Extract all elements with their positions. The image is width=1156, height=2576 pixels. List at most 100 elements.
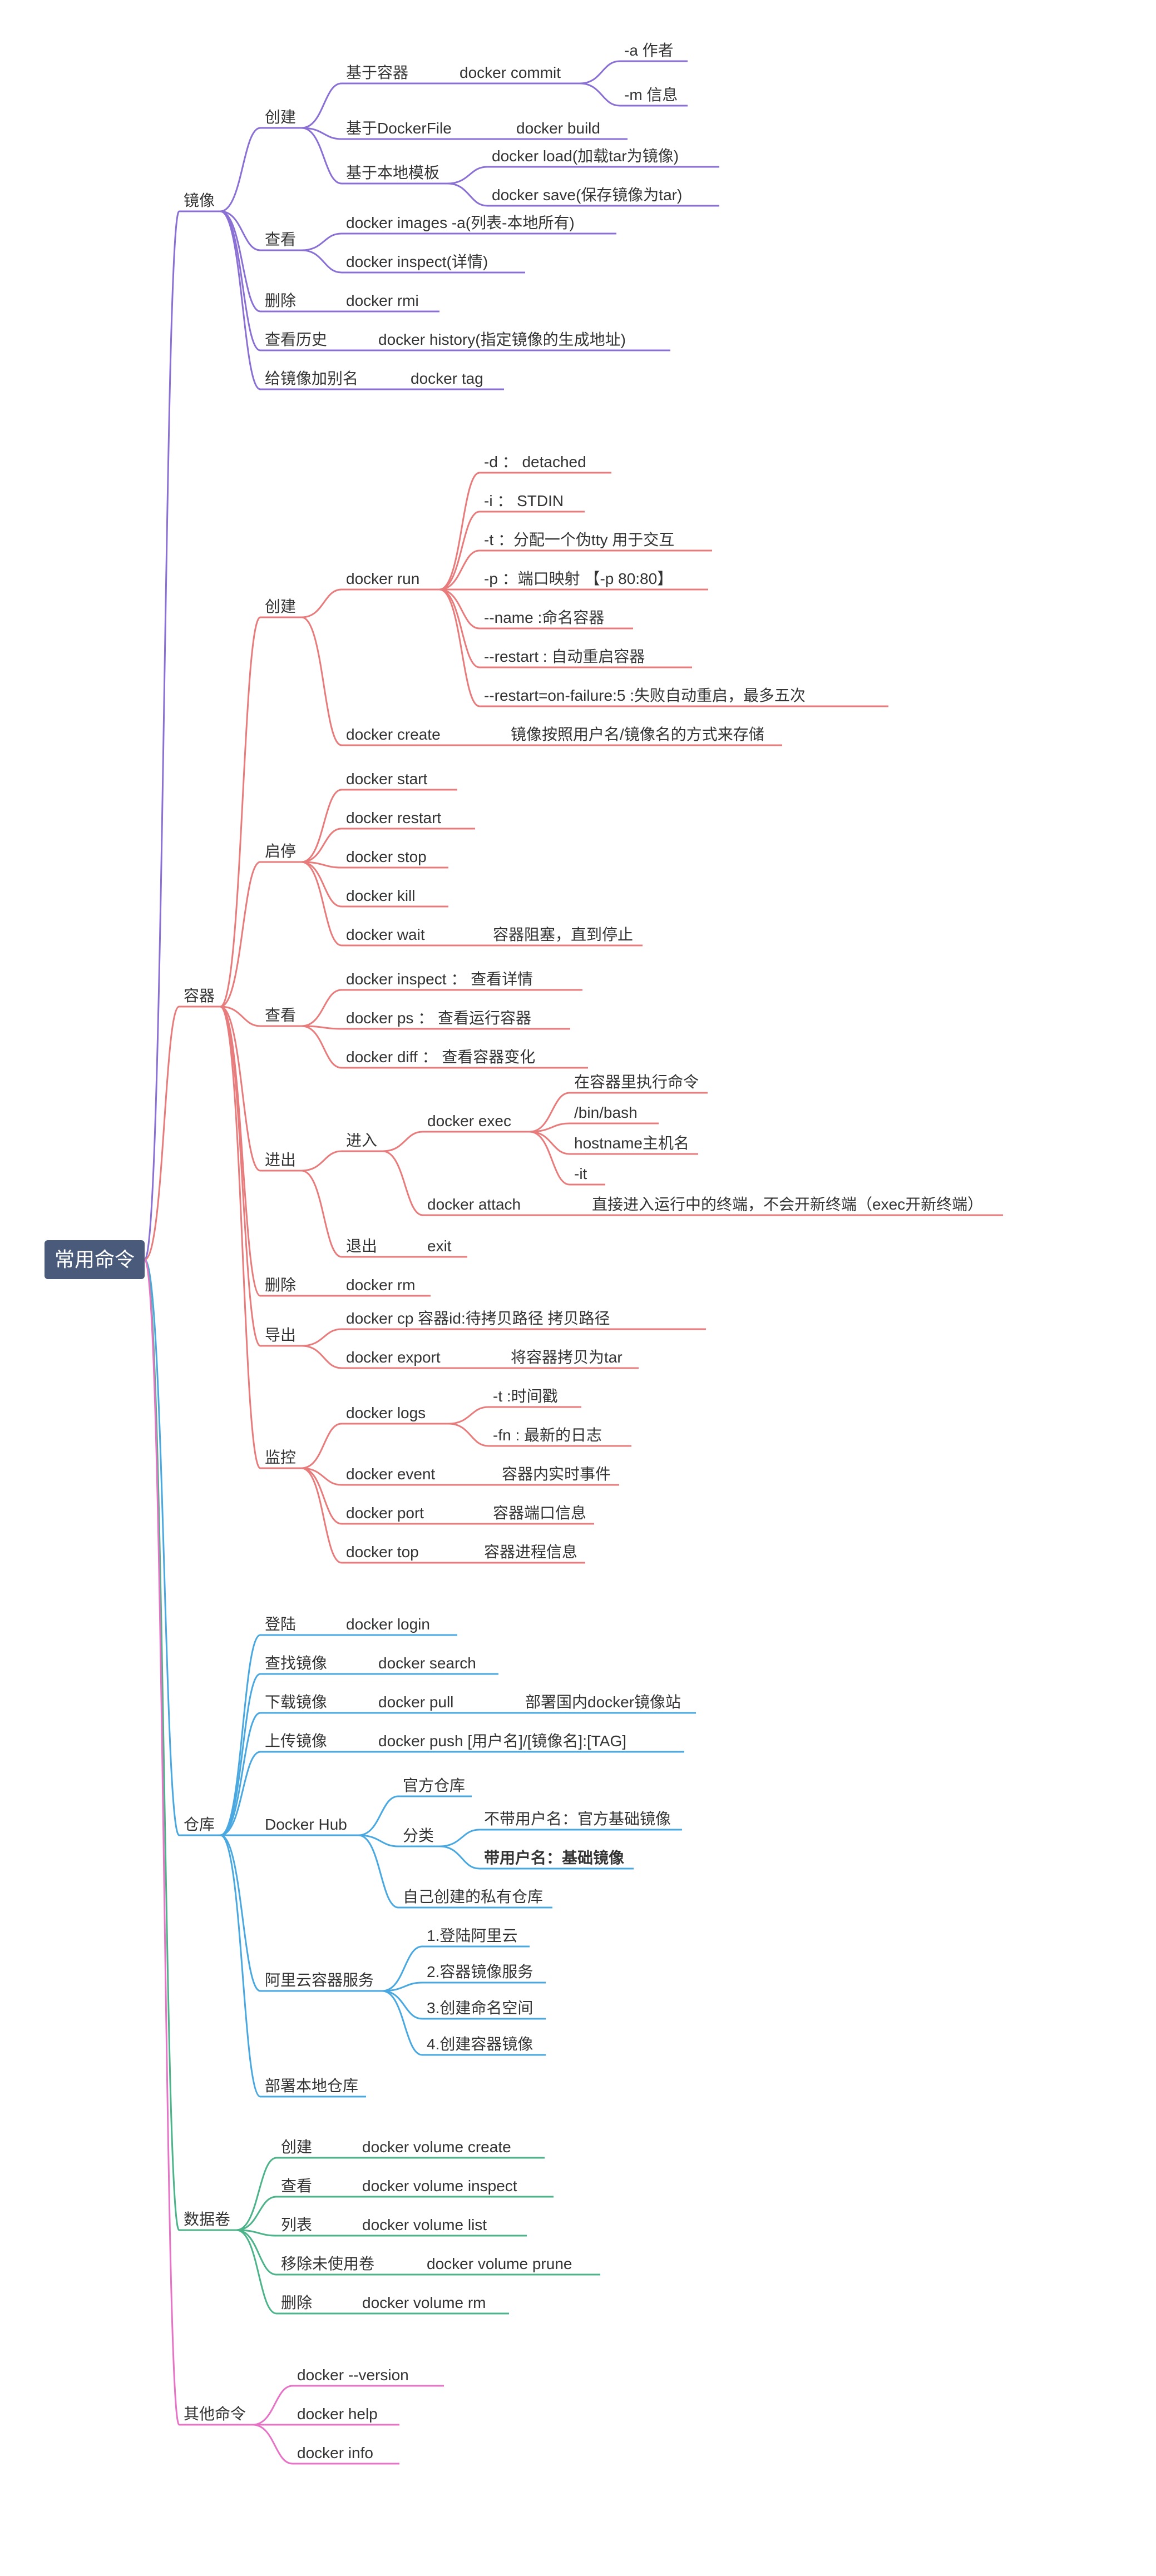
edge — [253, 2425, 293, 2464]
node-label: docker volume rm — [362, 2294, 486, 2311]
edge — [302, 1151, 342, 1171]
edge — [530, 1132, 570, 1185]
node-label: 容器端口信息 — [493, 1504, 586, 1522]
node-label: 启停 — [265, 843, 296, 860]
edge — [439, 589, 480, 667]
edge — [302, 990, 342, 1026]
node-label: 查看 — [265, 231, 296, 248]
edge — [302, 1468, 342, 1563]
node-label: 镜像按照用户名/镜像名的方式来存储 — [511, 726, 764, 743]
edge-root — [145, 211, 179, 1260]
node-label: docker event — [346, 1465, 436, 1483]
edge — [302, 128, 342, 184]
node-label: -it — [574, 1165, 587, 1182]
edge — [253, 2386, 293, 2425]
edge — [530, 1093, 570, 1132]
edge — [302, 1026, 342, 1068]
edge — [439, 512, 480, 589]
edge — [302, 617, 342, 745]
node-label: 查看 — [265, 1007, 296, 1024]
node-label: 官方仓库 — [403, 1777, 465, 1794]
node-label: 在容器里执行命令 — [574, 1073, 699, 1091]
node-label: docker save(保存镜像为tar) — [492, 186, 682, 204]
edge — [302, 790, 342, 862]
node-label: --restart : 自动重启容器 — [484, 648, 645, 665]
node-label: -d ： detached — [484, 453, 586, 470]
node-label: docker inspect ： 查看详情 — [346, 970, 533, 988]
node-label: 直接进入运行中的终端，不会开新终端（exec开新终端） — [592, 1196, 983, 1213]
branch-label: 容器 — [184, 987, 215, 1004]
node-label: 容器进程信息 — [484, 1543, 577, 1561]
node-label: hostname主机名 — [574, 1135, 689, 1152]
node-label: 自己创建的私有仓库 — [403, 1888, 543, 1905]
node-label: docker attach — [427, 1196, 521, 1213]
node-label: docker commit — [460, 64, 561, 81]
edge — [220, 1835, 260, 2097]
node-label: docker push [用户名]/[镜像名]:[TAG] — [378, 1732, 626, 1750]
edge — [383, 1151, 423, 1215]
node-label: docker info — [297, 2444, 373, 2461]
node-label: 容器阻塞，直到停止 — [493, 926, 633, 943]
edge — [439, 1830, 480, 1846]
node-label: 2.容器镜像服务 — [427, 1963, 533, 1980]
node-label: 创建 — [265, 598, 296, 615]
node-label: 删除 — [265, 1276, 296, 1294]
node-label: docker images -a(列表-本地所有) — [346, 214, 575, 231]
node-label: docker search — [378, 1654, 476, 1672]
branch-label: 数据卷 — [184, 2211, 230, 2228]
node-label: docker history(指定镜像的生成地址) — [378, 331, 626, 348]
node-label: docker run — [346, 570, 419, 587]
mindmap-svg: 常用命令镜像创建基于容器docker commit-a 作者-m 信息基于Doc… — [11, 11, 1156, 2565]
node-label: -p ：端口映射 【-p 80:80】 — [484, 570, 673, 587]
edge — [302, 589, 342, 617]
node-label: 基于容器 — [346, 64, 408, 81]
node-label: 进出 — [265, 1151, 296, 1168]
node-label: 基于DockerFile — [346, 120, 452, 137]
node-label: docker exec — [427, 1112, 511, 1130]
edge — [382, 1991, 422, 2055]
edge — [580, 61, 620, 83]
edge — [382, 1946, 422, 1991]
node-label: 1.登陆阿里云 — [427, 1927, 517, 1944]
edge — [383, 1132, 423, 1151]
edge — [448, 1407, 488, 1424]
node-label: -m 信息 — [624, 86, 678, 103]
edge-root — [145, 1260, 179, 2425]
node-label: 分类 — [403, 1827, 434, 1844]
node-label: -fn : 最新的日志 — [493, 1426, 602, 1444]
branch-label: 仓库 — [184, 1816, 215, 1833]
edge — [220, 128, 260, 211]
node-label: docker logs — [346, 1404, 426, 1421]
node-label: -a 作者 — [624, 42, 674, 59]
node-label: 容器内实时事件 — [502, 1465, 611, 1483]
node-label: 部署本地仓库 — [265, 2077, 358, 2094]
node-label: exit — [427, 1237, 452, 1255]
node-label: docker kill — [346, 887, 415, 904]
edge — [236, 2158, 276, 2230]
node-label: docker load(加载tar为镜像) — [492, 147, 679, 165]
edge — [302, 1468, 342, 1524]
node-label: 将容器拷贝为tar — [511, 1349, 623, 1366]
node-label: 删除 — [265, 292, 296, 309]
node-label: docker login — [346, 1616, 430, 1633]
node-label: 列表 — [281, 2216, 312, 2233]
node-label: 导出 — [265, 1326, 296, 1344]
node-label: 查看历史 — [265, 331, 327, 348]
node-label: 创建 — [281, 2138, 312, 2156]
edge — [220, 211, 260, 389]
node-label: 3.创建命名空间 — [427, 1999, 533, 2017]
edge — [358, 1796, 398, 1835]
edge — [382, 1991, 422, 2019]
node-label: docker help — [297, 2405, 378, 2423]
edge — [302, 250, 342, 273]
branch-label: 镜像 — [184, 192, 215, 209]
edge — [302, 83, 342, 128]
node-label: docker tag — [411, 370, 483, 387]
edge — [439, 1846, 480, 1869]
edge — [220, 1835, 260, 1991]
node-label: 带用户名：基础镜像 — [484, 1849, 625, 1866]
edge — [302, 1171, 342, 1257]
node-label: 查找镜像 — [265, 1654, 327, 1672]
branch-label: 其他命令 — [184, 2405, 246, 2423]
edge — [220, 862, 260, 1007]
